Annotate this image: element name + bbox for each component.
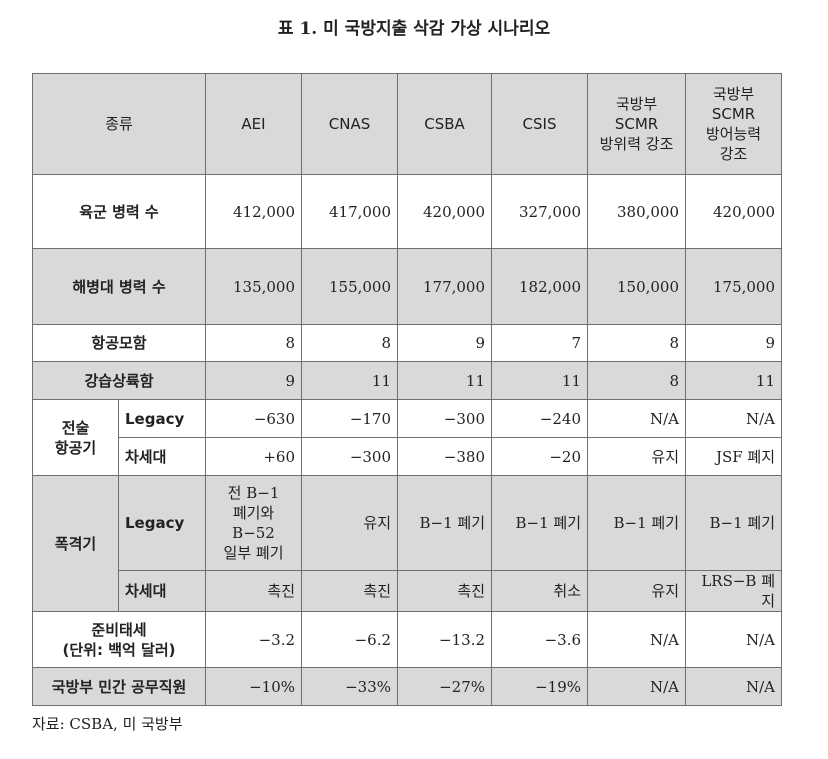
row-sublabel: 차세대 <box>117 570 207 612</box>
header-col: CNAS <box>301 73 399 175</box>
row-label: 육군 병력 수 <box>31 174 207 249</box>
cell: 175,000 <box>685 248 783 325</box>
header-col: CSBA <box>397 73 493 175</box>
row-sublabel: 차세대 <box>117 437 207 476</box>
source-note: 자료: CSBA, 미 국방부 <box>32 715 183 733</box>
row-label: 준비태세 (단위: 백억 달러) <box>31 611 207 668</box>
cell: N/A <box>685 667 783 706</box>
cell: 135,000 <box>205 248 303 325</box>
table-title: 표 1. 미 국방지출 삭감 가상 시나리오 <box>277 19 551 39</box>
cell: 취소 <box>491 570 589 612</box>
cell: 420,000 <box>397 174 493 249</box>
table-row: 준비태세 (단위: 백억 달러) −3.2 −6.2 −13.2 −3.6 N/… <box>31 611 783 668</box>
cell: 8 <box>301 324 399 362</box>
cell: −6.2 <box>301 611 399 668</box>
cell: LRS−B 폐지 <box>685 570 783 612</box>
header-col: 국방부 SCMR 방위력 강조 <box>587 73 687 175</box>
cell: 150,000 <box>587 248 687 325</box>
cell: 155,000 <box>301 248 399 325</box>
cell: 유지 <box>587 570 687 612</box>
cell: 유지 <box>587 437 687 476</box>
cell: −300 <box>301 437 399 476</box>
header-category: 종류 <box>31 73 207 175</box>
cell: −170 <box>301 399 399 438</box>
cell: 11 <box>685 361 783 400</box>
cell: −20 <box>491 437 589 476</box>
cell: 11 <box>397 361 493 400</box>
cell: 8 <box>205 324 303 362</box>
cell: 전 B−1 폐기와 B−52 일부 폐기 <box>205 475 303 571</box>
cell: 9 <box>205 361 303 400</box>
cell: −630 <box>205 399 303 438</box>
cell: N/A <box>587 399 687 438</box>
cell: 8 <box>587 361 687 400</box>
cell: −27% <box>397 667 493 706</box>
table-row: 폭격기 Legacy 전 B−1 폐기와 B−52 일부 폐기 유지 B−1 폐… <box>32 475 783 612</box>
cell: −240 <box>491 399 589 438</box>
cell: −380 <box>397 437 493 476</box>
cell: 182,000 <box>491 248 589 325</box>
cell: −3.2 <box>205 611 303 668</box>
cell: 177,000 <box>397 248 493 325</box>
cell: 327,000 <box>491 174 589 249</box>
cell: N/A <box>587 611 687 668</box>
cell: 380,000 <box>587 174 687 249</box>
row-group-label: 전술 항공기 <box>32 399 119 476</box>
cell: 11 <box>301 361 399 400</box>
table-row: 항공모함 8 8 9 7 8 9 <box>31 324 783 362</box>
cell: N/A <box>587 667 687 706</box>
cell: +60 <box>205 437 303 476</box>
table-row: 차세대 +60 −300 −380 −20 유지 JSF 폐지 <box>33 437 783 476</box>
cell: N/A <box>685 399 783 438</box>
header-row: 종류 AEI CNAS CSBA CSIS 국방부 SCMR 방위력 강조 국방… <box>31 73 783 175</box>
table-row: 해병대 병력 수 135,000 155,000 177,000 182,000… <box>31 248 783 325</box>
cell: −300 <box>397 399 493 438</box>
cell: 8 <box>587 324 687 362</box>
row-sublabel: Legacy <box>117 475 207 571</box>
cell: −19% <box>491 667 589 706</box>
cell: B−1 폐기 <box>685 475 783 571</box>
table-row: 전술 항공기 Legacy −630 −170 −300 −240 N/A N/… <box>32 399 783 476</box>
cell: N/A <box>685 611 783 668</box>
cell: B−1 폐기 <box>587 475 687 571</box>
cell: 촉진 <box>205 570 303 612</box>
cell: −13.2 <box>397 611 493 668</box>
cell: −10% <box>205 667 303 706</box>
row-label: 국방부 민간 공무직원 <box>31 667 207 706</box>
cell: −33% <box>301 667 399 706</box>
cell: 7 <box>491 324 589 362</box>
cell: 412,000 <box>205 174 303 249</box>
table-row: 국방부 민간 공무직원 −10% −33% −27% −19% N/A N/A <box>31 667 783 706</box>
cell: 11 <box>491 361 589 400</box>
header-col: CSIS <box>491 73 589 175</box>
cell: 420,000 <box>685 174 783 249</box>
cell: B−1 폐기 <box>491 475 589 571</box>
cell: 촉진 <box>397 570 493 612</box>
row-label: 강습상륙함 <box>31 361 207 400</box>
cell: 9 <box>685 324 783 362</box>
cell: −3.6 <box>491 611 589 668</box>
cell: JSF 폐지 <box>685 437 783 476</box>
cell: 9 <box>397 324 493 362</box>
cell: 촉진 <box>301 570 399 612</box>
row-sublabel: Legacy <box>117 399 207 438</box>
cell: B−1 폐기 <box>397 475 493 571</box>
header-col: 국방부 SCMR 방어능력 강조 <box>685 73 783 175</box>
cell: 417,000 <box>301 174 399 249</box>
table-row: 강습상륙함 9 11 11 11 8 11 <box>31 361 783 400</box>
scenario-table: 종류 AEI CNAS CSBA CSIS 국방부 SCMR 방위력 강조 국방… <box>31 73 783 706</box>
row-label: 해병대 병력 수 <box>31 248 207 325</box>
header-col: AEI <box>205 73 303 175</box>
row-group-label: 폭격기 <box>32 475 119 612</box>
row-label: 항공모함 <box>31 324 207 362</box>
table-row: 차세대 촉진 촉진 촉진 취소 유지 LRS−B 폐지 <box>33 570 783 612</box>
table-row: 육군 병력 수 412,000 417,000 420,000 327,000 … <box>31 174 783 249</box>
cell: 유지 <box>301 475 399 571</box>
